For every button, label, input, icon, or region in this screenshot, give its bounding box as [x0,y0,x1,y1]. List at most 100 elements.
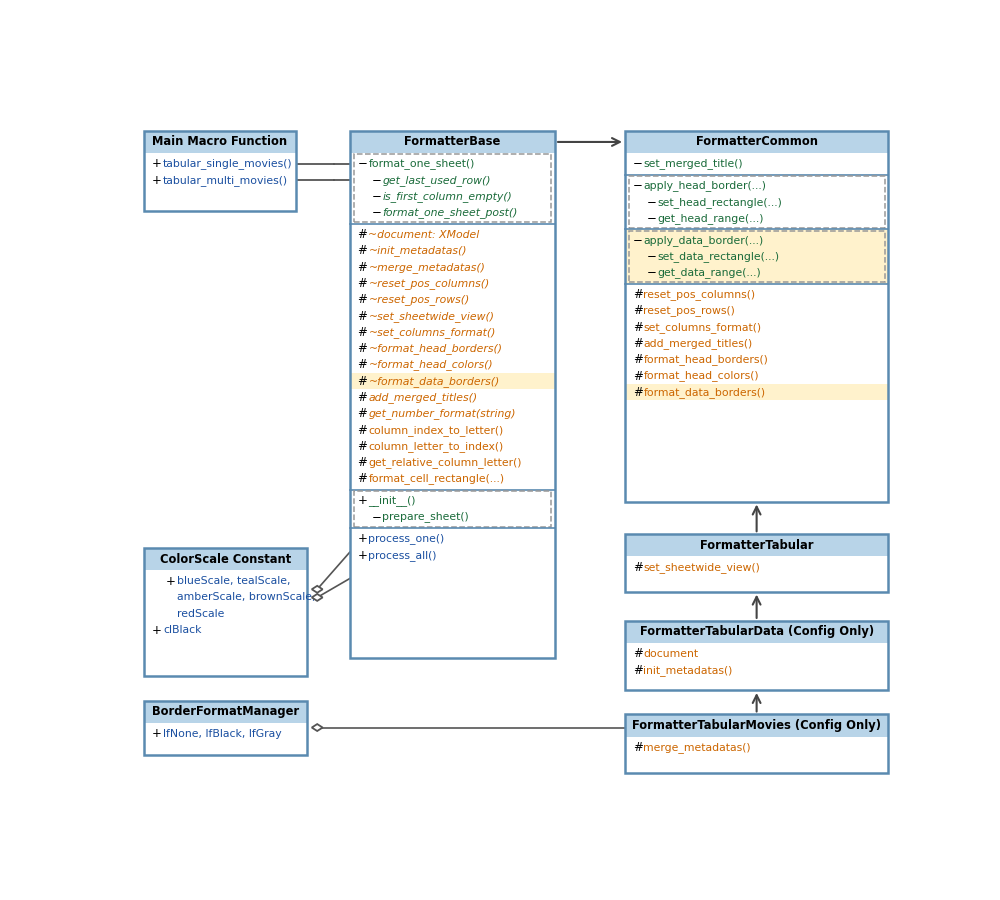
Text: reset_pos_columns(): reset_pos_columns() [643,289,756,300]
Text: set_head_rectangle(...): set_head_rectangle(...) [657,196,782,208]
Bar [144,130,296,211]
Bar [629,230,885,283]
Text: tabular_single_movies(): tabular_single_movies() [163,158,293,169]
Text: #: # [633,647,642,661]
Text: add_merged_titles(): add_merged_titles() [368,392,477,403]
Text: ColorScale Constant: ColorScale Constant [160,553,291,565]
Bar [625,535,888,591]
Bar [625,535,888,591]
Text: lfNone, lfBlack, lfGray: lfNone, lfBlack, lfGray [163,729,282,739]
Text: tabular_multi_movies(): tabular_multi_movies() [163,175,288,185]
Text: get_number_format(string): get_number_format(string) [368,409,516,419]
Text: #: # [358,374,367,388]
Bar [625,715,888,773]
Text: #: # [358,408,367,420]
Text: −: − [647,250,656,263]
Text: FormatterCommon: FormatterCommon [696,136,818,149]
Text: +: + [152,158,162,170]
Text: −: − [371,174,381,186]
Bar [144,548,307,676]
Text: reset_pos_rows(): reset_pos_rows() [643,305,735,316]
Text: #: # [358,261,367,274]
Bar [625,621,888,643]
Bar [354,155,551,222]
Text: is_first_column_empty(): is_first_column_empty() [382,191,512,202]
Text: apply_data_border(...): apply_data_border(...) [643,235,764,246]
Text: get_data_range(...): get_data_range(...) [657,267,761,278]
Text: merge_metadatas(): merge_metadatas() [643,742,751,753]
Text: amberScale, brownScale,: amberScale, brownScale, [177,592,315,602]
Text: −: − [633,158,642,170]
Bar [350,374,555,390]
Bar [354,491,551,526]
Bar [625,715,888,736]
Text: get_head_range(...): get_head_range(...) [657,213,764,224]
Text: process_all(): process_all() [368,550,437,561]
Bar [144,700,307,754]
Text: #: # [358,228,367,241]
Bar [625,130,888,501]
Text: −: − [371,190,381,203]
Polygon shape [312,724,323,731]
Text: #: # [633,663,642,677]
Text: apply_head_border(...): apply_head_border(...) [643,180,766,191]
Text: #: # [358,358,367,372]
Text: #: # [633,741,642,754]
Text: clBlack: clBlack [163,625,201,635]
Bar [144,700,307,754]
Text: #: # [358,310,367,322]
Text: −: − [371,510,381,524]
Text: #: # [358,326,367,339]
Bar [144,548,307,571]
Bar [144,700,307,723]
Text: BorderFormatManager: BorderFormatManager [152,705,299,718]
Text: #: # [633,337,642,350]
Bar [625,621,888,690]
Text: format_data_borders(): format_data_borders() [643,387,766,398]
Text: format_one_sheet_post(): format_one_sheet_post() [382,207,518,219]
Text: ~init_metadatas(): ~init_metadatas() [368,246,467,256]
Text: +: + [358,533,367,545]
Text: #: # [633,386,642,399]
Text: format_one_sheet(): format_one_sheet() [368,158,475,169]
Text: #: # [633,304,642,318]
Polygon shape [312,594,323,601]
Text: ~format_data_borders(): ~format_data_borders() [368,376,500,387]
Text: format_head_colors(): format_head_colors() [643,371,759,382]
Bar [625,621,888,690]
Text: ~format_head_colors(): ~format_head_colors() [368,359,493,371]
Text: −: − [633,234,642,247]
Text: column_letter_to_index(): column_letter_to_index() [368,441,504,452]
Bar [625,230,888,284]
Bar [144,130,296,153]
Text: #: # [358,424,367,436]
Text: −: − [371,206,381,220]
Bar [625,130,888,153]
Text: #: # [633,353,642,366]
Bar [625,535,888,556]
Text: ~set_columns_format(): ~set_columns_format() [368,327,496,338]
Text: −: − [647,266,656,279]
Text: +: + [152,727,162,740]
Text: prepare_sheet(): prepare_sheet() [382,511,469,523]
Text: −: − [633,179,642,193]
Text: #: # [358,391,367,404]
Bar [625,130,888,501]
Bar [144,130,296,211]
Text: +: + [358,494,367,508]
Text: ~reset_pos_columns(): ~reset_pos_columns() [368,278,490,289]
Text: ~reset_pos_rows(): ~reset_pos_rows() [368,294,470,305]
Text: get_last_used_row(): get_last_used_row() [382,175,491,185]
Bar [625,384,888,400]
Bar [144,548,307,676]
Text: FormatterTabularData (Config Only): FormatterTabularData (Config Only) [640,626,874,638]
Text: FormatterTabular: FormatterTabular [700,539,813,552]
Bar [629,176,885,228]
Text: #: # [358,440,367,453]
Text: #: # [633,320,642,334]
Text: format_cell_rectangle(...): format_cell_rectangle(...) [368,473,504,484]
Text: #: # [358,293,367,306]
Text: Main Macro Function: Main Macro Function [152,136,288,149]
Bar [350,130,555,658]
Text: #: # [358,277,367,290]
